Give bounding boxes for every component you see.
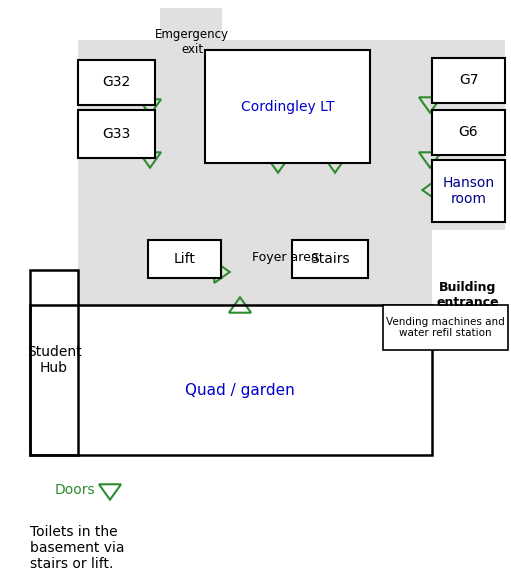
Text: Hanson
room: Hanson room [443,176,495,206]
Bar [432,40,505,230]
Text: Student
Hub: Student Hub [27,345,81,375]
Text: Foyer area: Foyer area [252,252,319,265]
Text: Lift: Lift [174,252,195,266]
Text: Emgergency
exit: Emgergency exit [155,28,229,56]
Text: Cordingley LT: Cordingley LT [241,99,334,113]
Bar [432,58,505,103]
Bar [78,60,155,105]
Bar [30,305,432,455]
Bar [383,305,508,350]
Text: Doors: Doors [55,483,96,497]
Bar [160,8,222,40]
Bar [432,110,505,155]
Text: Building
entrance: Building entrance [437,281,499,309]
Text: G6: G6 [459,126,478,140]
Text: G32: G32 [102,75,131,89]
Bar [292,240,368,278]
Bar [432,160,505,222]
Bar [30,270,78,455]
Bar [78,110,155,158]
Bar [205,50,370,163]
Bar [78,40,432,305]
Text: Quad / garden: Quad / garden [185,383,295,398]
Bar [148,240,221,278]
Text: Vending machines and
water refil station: Vending machines and water refil station [386,317,505,338]
Text: G7: G7 [459,74,478,88]
Text: G33: G33 [102,127,131,141]
Text: Stairs: Stairs [310,252,350,266]
Text: Toilets in the
basement via
stairs or lift.: Toilets in the basement via stairs or li… [30,525,125,571]
